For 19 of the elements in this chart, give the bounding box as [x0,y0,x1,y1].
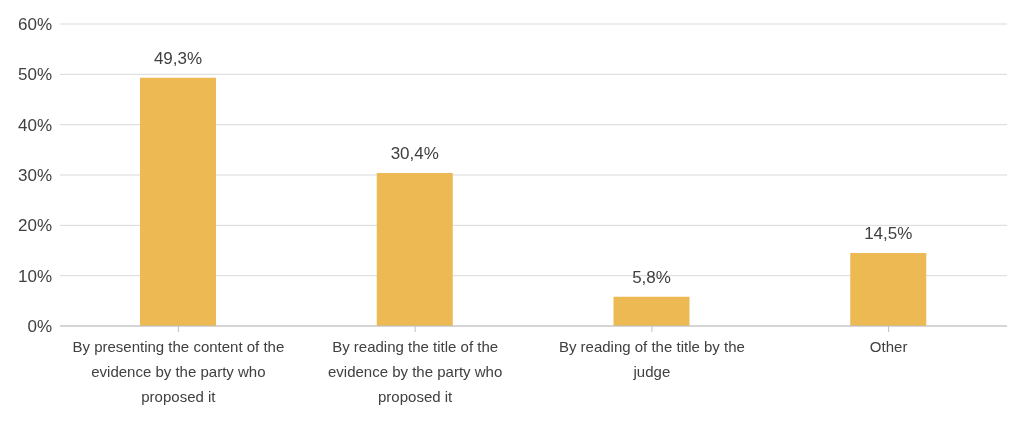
y-tick-label: 30% [17,166,52,186]
bar [140,77,216,326]
x-tick-label: By reading of the title by the judge [558,338,745,380]
bar [850,253,927,326]
bar [376,172,453,326]
data-label: 14,5% [864,224,913,244]
data-label: 30,4% [390,143,439,163]
x-tick-label: Other [869,338,908,355]
data-label: 5,8% [632,267,671,287]
x-tick-label: By presenting the content of the evidence by the party who proposed it [72,338,285,405]
y-tick-label: 60% [17,15,52,35]
data-label: 49,3% [153,48,203,68]
y-tick-label: 20% [17,216,52,236]
x-tick-label: By reading the title of the evidence by the party who proposed it [327,338,503,405]
y-tick-label: 50% [17,65,52,85]
y-tick-label: 0% [27,317,52,337]
y-tick-label: 40% [17,115,52,135]
y-tick-label: 10% [17,266,52,286]
bar [613,296,690,326]
